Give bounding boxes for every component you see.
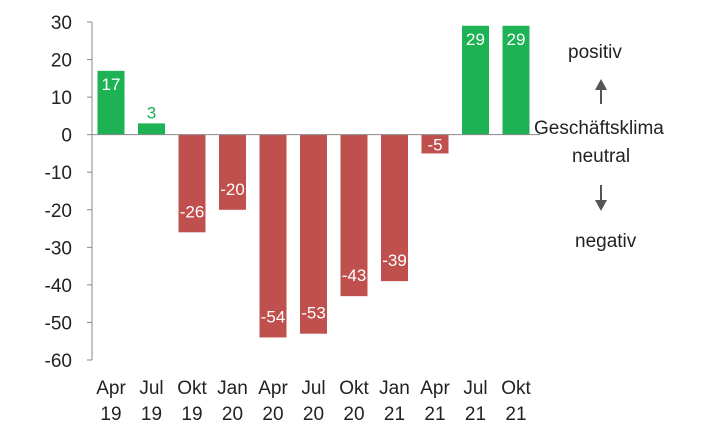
data-label: 3 — [147, 103, 156, 122]
x-tick-label-month: Jul — [139, 378, 163, 399]
positive-label: positiv — [568, 42, 622, 63]
x-tick-label-month: Apr — [420, 378, 450, 399]
x-tick-label-year: 20 — [303, 404, 324, 425]
x-tick-label-year: 20 — [222, 404, 243, 425]
x-tick-label-month: Okt — [501, 378, 531, 399]
x-tick-label-month: Apr — [96, 378, 126, 399]
bar — [421, 134, 449, 154]
arrow-down-icon — [595, 185, 607, 211]
x-tick-label-month: Jan — [217, 378, 248, 399]
data-label: 29 — [466, 30, 485, 49]
x-tick-label-month: Okt — [339, 378, 369, 399]
x-tick-label-month: Apr — [258, 378, 288, 399]
x-tick-label-year: 19 — [100, 404, 121, 425]
bar — [462, 25, 489, 135]
y-tick-label: -60 — [45, 351, 72, 372]
x-tick-label-year: 20 — [262, 404, 283, 425]
data-label: -53 — [301, 304, 326, 323]
x-tick-label-year: 21 — [465, 404, 486, 425]
bar — [259, 134, 287, 338]
data-labels: 17 3 -26 -20 -54 -53 -43 -39 -5 29 29 — [102, 30, 526, 327]
data-label: -26 — [180, 202, 205, 221]
data-label: -39 — [382, 251, 407, 270]
direction-arrows — [595, 79, 607, 211]
business-climate-label: Geschäftsklima — [534, 118, 664, 139]
data-label: -5 — [427, 135, 442, 154]
bar — [340, 134, 368, 297]
neutral-label: neutral — [572, 146, 631, 167]
y-tick-label: -50 — [45, 313, 72, 334]
arrow-up-icon — [595, 79, 607, 104]
x-tick-label-year: 21 — [384, 404, 405, 425]
y-tick-label: 30 — [51, 13, 72, 34]
data-label: -20 — [220, 180, 245, 199]
bar — [178, 134, 206, 233]
y-tick-label: -10 — [45, 163, 72, 184]
x-tick-label-month: Jul — [463, 378, 487, 399]
x-tick-label-month: Jul — [301, 378, 325, 399]
x-tick-label-year: 21 — [505, 404, 526, 425]
bar — [381, 134, 408, 282]
y-tick-label: 0 — [61, 126, 72, 147]
y-axis: 30 20 10 0 -10 -20 -30 -40 -50 -60 — [45, 13, 93, 372]
x-tick-label-year: 20 — [343, 404, 364, 425]
data-label: -54 — [261, 307, 286, 326]
bar — [138, 123, 165, 135]
x-axis: Apr 19 Jul 19 Okt 19 Jan 20 Apr 20 Jul 20 Okt 20 Jan 21… — [92, 134, 540, 425]
data-label: 29 — [507, 30, 526, 49]
y-tick-label: -20 — [45, 201, 72, 222]
bar — [219, 134, 246, 210]
data-label: 17 — [102, 75, 121, 94]
x-tick-label-month: Okt — [177, 378, 207, 399]
x-tick-label-month: Jan — [379, 378, 410, 399]
x-tick-label-year: 21 — [424, 404, 445, 425]
x-tick-label-year: 19 — [141, 404, 162, 425]
data-label: -43 — [342, 266, 367, 285]
y-tick-label: -30 — [45, 238, 72, 259]
bars — [97, 25, 530, 338]
bar — [300, 134, 327, 334]
y-tick-label: 10 — [51, 88, 72, 109]
negative-label: negativ — [575, 231, 637, 252]
y-tick-label: 20 — [51, 51, 72, 72]
bar — [502, 25, 530, 135]
x-tick-label-year: 19 — [181, 404, 202, 425]
y-tick-label: -40 — [45, 276, 72, 297]
bar — [97, 70, 125, 135]
